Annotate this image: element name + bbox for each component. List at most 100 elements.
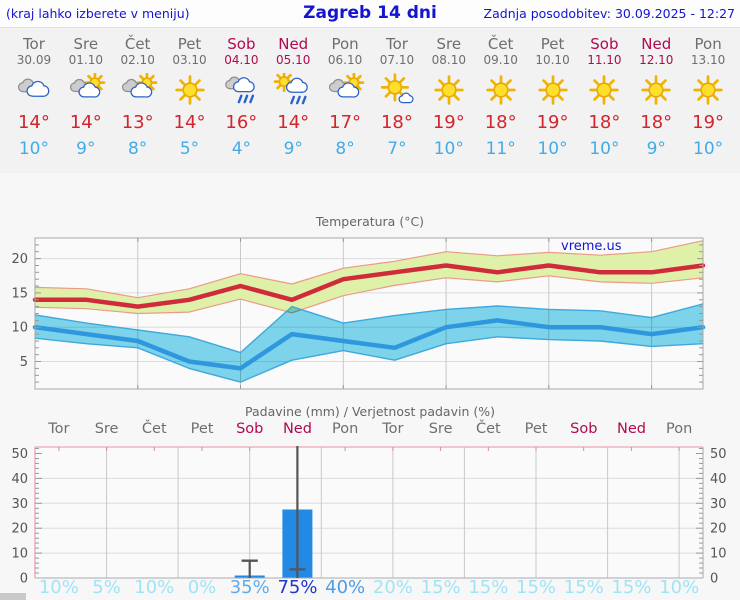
day-date: 11.10 xyxy=(587,53,622,67)
day-date: 10.10 xyxy=(535,53,570,67)
precip-day-label: Sre xyxy=(94,421,119,437)
low-temp: 8° xyxy=(127,139,148,159)
day-date: 01.10 xyxy=(68,53,103,67)
svg-text:0: 0 xyxy=(20,572,28,587)
precip-day-label: Tor xyxy=(48,421,70,437)
forecast-day-4: Sob 04.10 16° 4° xyxy=(215,34,267,173)
svg-text:30: 30 xyxy=(710,497,727,512)
low-temp: 5° xyxy=(179,139,200,159)
precip-day-label: Pon xyxy=(332,421,359,437)
weather-icon-sunny xyxy=(578,73,630,109)
watermark: vreme.us xyxy=(561,239,622,254)
svg-text:50: 50 xyxy=(11,447,28,462)
svg-text:10: 10 xyxy=(11,547,28,562)
svg-text:20: 20 xyxy=(710,522,727,537)
weather-icon-sunny xyxy=(630,73,682,109)
svg-text:50: 50 xyxy=(710,447,727,462)
high-temp: 19° xyxy=(536,112,569,133)
low-temp: 9° xyxy=(76,139,96,159)
precip-day-label: Pet xyxy=(524,421,548,437)
high-temp: 19° xyxy=(692,112,725,133)
low-temp: 10° xyxy=(18,139,49,159)
precip-probability: 5% xyxy=(92,577,121,598)
low-temp: 9° xyxy=(646,139,666,159)
day-date: 02.10 xyxy=(120,53,155,67)
day-date: 06.10 xyxy=(327,53,363,67)
precip-probability: 20% xyxy=(372,577,413,598)
low-temp: 4° xyxy=(231,139,252,159)
day-date: 30.09 xyxy=(16,53,52,67)
low-temp: 10° xyxy=(537,139,568,159)
precip-day-label: Tor xyxy=(382,421,404,437)
precip-probability: 10% xyxy=(659,577,700,598)
svg-text:15: 15 xyxy=(11,286,28,301)
high-temp: 18° xyxy=(380,112,413,133)
weather-icon-cloudy xyxy=(8,73,60,109)
day-date: 08.10 xyxy=(431,53,466,67)
day-date: 03.10 xyxy=(172,53,207,67)
day-name: Čet xyxy=(487,35,514,53)
precip-probability: 40% xyxy=(325,577,366,598)
precip-probability: 15% xyxy=(468,577,509,598)
day-name: Pet xyxy=(540,35,565,53)
day-name: Ned xyxy=(278,35,309,53)
high-temp: 14° xyxy=(17,112,50,133)
precip-probability-row: 10% 5% 10% 0% 35% 75% 40% 20% 15% 15% 15% 15% 15% 10% xyxy=(35,577,703,598)
forecast-day-8: Sre 08.10 19° 10° xyxy=(423,34,475,173)
low-temp: 8° xyxy=(335,139,355,159)
weather-icon-sun-small-cloud xyxy=(371,73,423,109)
precip-day-label: Pet xyxy=(190,421,214,437)
last-updated: Zadnja posodobitev: 30.09.2025 - 12:27 xyxy=(483,6,735,21)
high-temp: 17° xyxy=(329,112,362,133)
forecast-day-9: Čet 09.10 18° 11° xyxy=(475,34,527,173)
day-name: Tor xyxy=(22,35,45,53)
precip-day-label: Sob xyxy=(570,421,598,437)
weather-icon-partly xyxy=(319,73,371,109)
forecast-day-0: Tor 30.09 14° 10° xyxy=(8,34,60,173)
day-name: Sre xyxy=(73,35,99,53)
forecast-day-10: Pet 10.10 19° 10° xyxy=(527,34,579,173)
weather-icon-sunny xyxy=(475,73,527,109)
precip-probability: 0% xyxy=(187,577,217,598)
forecast-day-2: Čet 02.10 13° 8° xyxy=(112,34,164,173)
day-name: Pon xyxy=(331,35,359,53)
high-temp: 14° xyxy=(173,112,206,133)
day-name: Tor xyxy=(385,35,408,53)
weather-icon-partly xyxy=(112,73,164,109)
precip-probability: 10% xyxy=(134,577,175,598)
svg-text:20: 20 xyxy=(11,252,28,267)
precip-probability: 15% xyxy=(420,577,461,598)
precip-day-label: Čet xyxy=(475,421,501,437)
low-temp: 10° xyxy=(433,139,464,159)
day-date: 04.10 xyxy=(224,53,259,67)
low-temp: 10° xyxy=(589,139,620,159)
high-temp: 19° xyxy=(432,112,465,133)
day-name: Čet xyxy=(124,35,151,53)
low-temp: 9° xyxy=(283,139,303,159)
weather-icon-sunny xyxy=(164,73,216,109)
precip-day-label: Ned xyxy=(282,421,312,437)
day-name: Sob xyxy=(590,35,619,53)
precip-chart-title: Padavine (mm) / Verjetnost padavin (%) xyxy=(245,404,495,419)
high-temp: 14° xyxy=(277,112,310,133)
high-temp: 18° xyxy=(640,112,673,133)
svg-text:10: 10 xyxy=(11,321,28,336)
svg-text:40: 40 xyxy=(710,472,727,487)
forecast-day-6: Pon 06.10 17° 8° xyxy=(319,34,371,173)
svg-text:40: 40 xyxy=(11,472,28,487)
high-temp: 14° xyxy=(69,112,102,133)
day-date: 07.10 xyxy=(379,53,415,67)
forecast-day-1: Sre 01.10 14° 9° xyxy=(60,34,112,173)
bottom-stub xyxy=(0,593,26,600)
high-temp: 18° xyxy=(484,112,517,133)
day-date: 13.10 xyxy=(690,53,726,67)
weather-icon-sunny xyxy=(423,73,475,109)
precip-probability: 10% xyxy=(38,577,79,598)
svg-text:0: 0 xyxy=(710,572,718,587)
day-date: 05.10 xyxy=(276,53,311,67)
day-name: Ned xyxy=(641,35,672,53)
forecast-day-5: Ned 05.10 14° 9° xyxy=(267,34,319,173)
menu-hint: (kraj lahko izberete v meniju) xyxy=(6,6,190,21)
svg-text:30: 30 xyxy=(11,497,28,512)
